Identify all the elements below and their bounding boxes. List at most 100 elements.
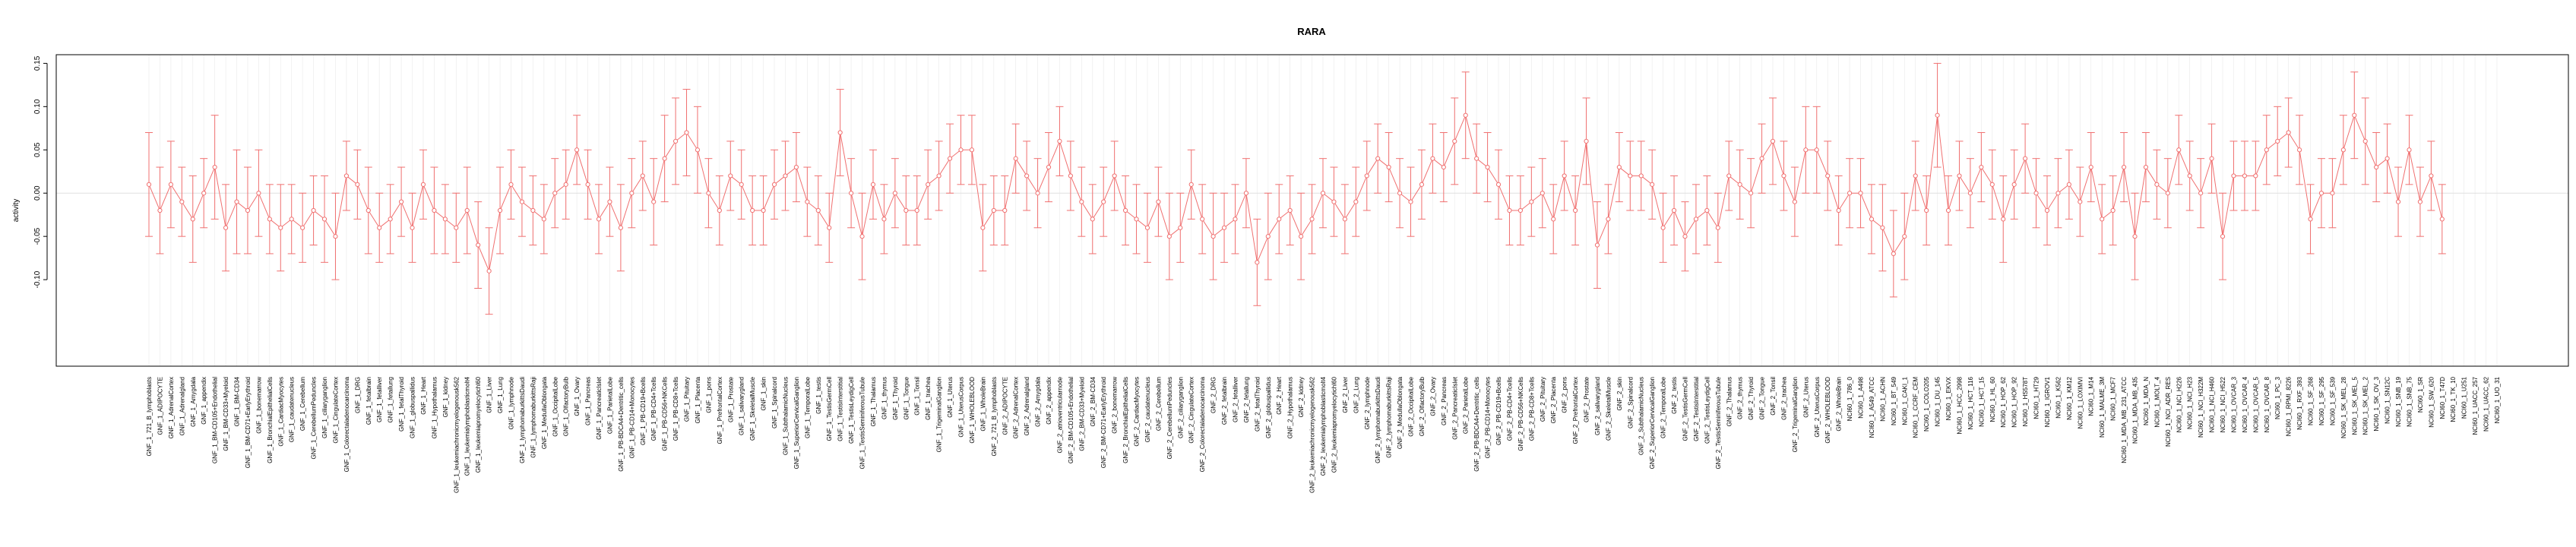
data-point: [2176, 147, 2182, 153]
data-point: [2165, 191, 2170, 196]
data-point: [771, 182, 777, 187]
x-tick-label: GNF_2_Spinalcord: [1627, 377, 1634, 428]
x-tick-label: GNF_2_MedullaOblongata: [1397, 376, 1404, 449]
x-tick-label: GNF_1_fetallung: [388, 377, 394, 422]
data-point: [805, 199, 810, 204]
x-tick-label: GNF_2_caudatenucleus: [1144, 377, 1151, 442]
data-point: [552, 191, 558, 196]
x-tick-label: GNF_1_salivarygland: [739, 377, 745, 435]
x-tick-label: GNF_2_Thyroid: [1748, 377, 1755, 420]
data-point: [1210, 234, 1216, 239]
data-point: [585, 182, 590, 187]
data-point: [2374, 164, 2379, 170]
data-point: [761, 207, 766, 213]
data-point: [1594, 242, 1600, 248]
data-point: [1814, 147, 1819, 153]
x-tick-label: GNF_1_OccipitalLobe: [552, 376, 559, 436]
data-point: [1913, 173, 1918, 179]
x-tick-label: GNF_2_globuspallidus: [1265, 377, 1272, 438]
data-point: [2417, 199, 2423, 204]
data-point: [728, 173, 733, 179]
x-tick-label: GNF_1_Tongue: [903, 376, 910, 419]
data-point: [684, 130, 689, 135]
data-point: [1495, 182, 1502, 187]
x-tick-label: GNF_1_BM-CD105+Endothelial: [212, 377, 219, 463]
x-tick-label: GNF_2_OlfactoryBulb: [1419, 376, 1426, 436]
x-tick-label: GNF_1_caudatenucleus: [289, 377, 296, 442]
data-point: [486, 268, 492, 274]
data-point: [2001, 217, 2006, 222]
x-tick-label: GNF_2_SkeletalMuscle: [1605, 376, 1612, 441]
data-point: [717, 207, 722, 213]
data-point: [1945, 207, 1951, 213]
data-point: [442, 217, 448, 222]
data-point: [1935, 112, 1940, 118]
data-point: [1046, 164, 1052, 170]
x-tick-label: GNF_2_leukemialymphoblasticmolt4: [1320, 376, 1327, 476]
data-point: [849, 191, 854, 196]
x-tick-label: GNF_1_TemporalLobe: [804, 376, 811, 438]
data-point: [1989, 182, 1995, 187]
data-point: [530, 207, 536, 213]
chart-title: RARA: [1297, 26, 1326, 37]
data-point: [2209, 156, 2214, 161]
x-tick-label: NCI60_1_SNB_19: [2395, 376, 2402, 426]
data-point: [563, 182, 568, 187]
y-axis-label: activity: [12, 199, 21, 223]
data-point: [388, 217, 393, 222]
x-tick-label: GNF_2_PB-CD4+Tcells: [1506, 377, 1513, 441]
x-tick-label: GNF_1_skin: [761, 377, 767, 410]
x-tick-label: GNF_2_OccipitalLobe: [1408, 376, 1415, 436]
data-point: [1704, 207, 1710, 213]
x-tick-label: GNF_1_fetalThyroid: [398, 377, 405, 432]
data-point: [377, 225, 382, 230]
data-point: [750, 207, 755, 213]
x-tick-label: GNF_2_fetallung: [1243, 377, 1250, 422]
data-point: [1540, 191, 1545, 196]
x-tick-label: GNF_2_leukemiachronicmyelogenousk562: [1309, 376, 1316, 493]
data-point: [2362, 138, 2368, 144]
x-tick-label: NCI60_1_SR: [2417, 377, 2424, 413]
x-tick-label: NCI60_1_HOP_62: [2000, 376, 2007, 427]
x-tick-label: GNF_1_DRG: [354, 377, 361, 413]
x-tick-label: GNF_1_CerebellumPeduncles: [311, 377, 318, 460]
x-tick-label: GNF_2_testis: [1671, 377, 1678, 414]
data-point: [2308, 217, 2313, 222]
x-tick-label: GNF_2_CardiacMyocytes: [1134, 377, 1141, 447]
x-tick-label: GNF_1_PancreaticIslet: [596, 376, 603, 439]
x-tick-label: GNF_1_WHOLEBLOOD: [969, 377, 976, 444]
data-point: [980, 225, 986, 230]
x-tick-label: GNF_2_PancreaticIslet: [1451, 376, 1458, 439]
data-point: [1616, 164, 1622, 170]
x-tick-label: GNF_1_Pancreas: [585, 377, 592, 425]
data-point: [1485, 164, 1490, 170]
x-tick-label: GNF_2_fetalbrain: [1221, 377, 1228, 425]
data-point: [1013, 156, 1018, 161]
x-tick-label: GNF_1_CingulateCortex: [332, 377, 339, 444]
x-tick-label: GNF_1_TestisGermCell: [826, 377, 833, 441]
x-tick-label: NCI60_1_OVCAR_4: [2242, 376, 2248, 432]
x-tick-label: GNF_2_ParietalLobe: [1463, 376, 1470, 434]
data-point: [859, 234, 865, 239]
data-point: [1452, 138, 1457, 144]
data-point: [1781, 173, 1786, 179]
data-point: [1265, 234, 1271, 239]
data-point: [508, 182, 514, 187]
data-point: [1024, 173, 1030, 179]
x-tick-label: NCI60_1_K562: [2055, 376, 2062, 418]
plot-frame: [55, 54, 2569, 367]
data-point: [1825, 173, 1831, 179]
data-point: [1880, 225, 1885, 230]
x-tick-label: NCI60_1_SF_295: [2318, 376, 2325, 425]
x-tick-label: GNF_2_salivarygland: [1594, 377, 1601, 435]
data-point: [706, 191, 711, 196]
data-point: [1386, 164, 1391, 170]
data-point: [1748, 191, 1754, 196]
x-tick-label: NCI60_1_786_0: [1847, 376, 1853, 421]
x-tick-label: GNF_1_Adrenalgland: [179, 377, 185, 435]
data-point: [2187, 173, 2192, 179]
x-tick-label: GNF_1_Thalamus: [870, 377, 877, 426]
x-tick-label: GNF_1_721_B_lymphoblasts: [146, 377, 153, 457]
x-tick-label: NCI60_1_HL_60: [1989, 376, 1996, 422]
x-tick-label: GNF_1_Placenta: [695, 376, 701, 423]
